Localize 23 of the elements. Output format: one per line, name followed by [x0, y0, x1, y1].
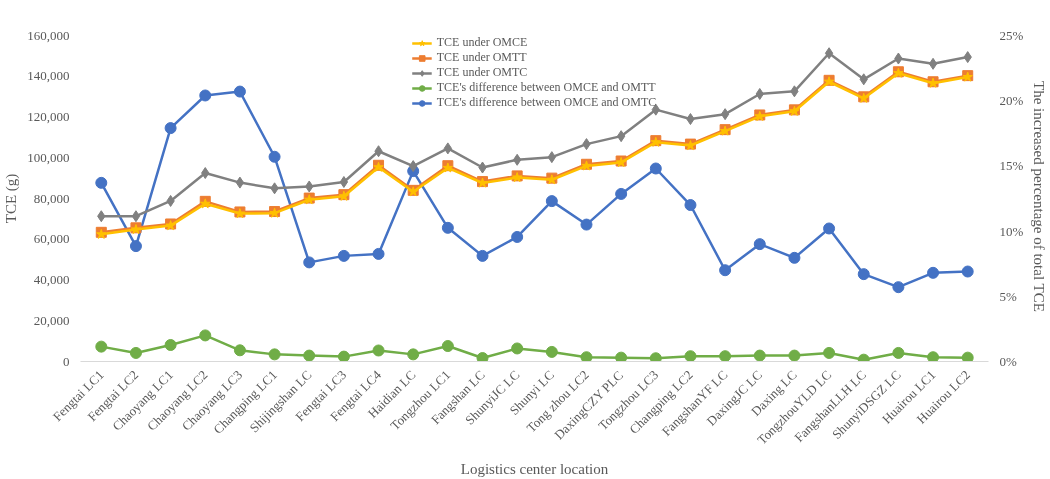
y-tick-label: 160,000 [27, 27, 70, 43]
y2-tick-label: 10% [999, 223, 1024, 239]
y-tick-label: 0 [63, 353, 70, 369]
y2-axis-title: The increased percentage of total TCE [1031, 81, 1048, 312]
y-tick-label: 60,000 [33, 231, 70, 247]
y-tick-label: 20,000 [33, 312, 70, 328]
y-tick-label: 140,000 [27, 68, 70, 84]
y2-tick-label: 0% [999, 354, 1017, 369]
y2-tick-label: 25% [999, 28, 1024, 43]
x-axis-title: Logistics center location [460, 460, 609, 477]
legend-label: TCE under OMTT [436, 50, 527, 65]
y-tick-label: 80,000 [33, 190, 70, 206]
y-tick-label: 40,000 [33, 272, 70, 287]
y-tick-label: 120,000 [27, 109, 70, 124]
y-tick-label: 100,000 [27, 149, 70, 165]
y-axis-title: TCE (g) [3, 173, 21, 224]
legend-label: TCE's difference between OMCE and OMTC [436, 95, 657, 110]
y2-tick-label: 20% [999, 93, 1024, 109]
legend-label: TCE under OMTC [436, 65, 528, 80]
legend-label: TCE's difference between OMCE and OMTT [436, 80, 656, 95]
legend-label: TCE under OMCE [436, 35, 528, 50]
y2-tick-label: 15% [999, 158, 1024, 174]
y2-tick-label: 5% [999, 288, 1017, 304]
